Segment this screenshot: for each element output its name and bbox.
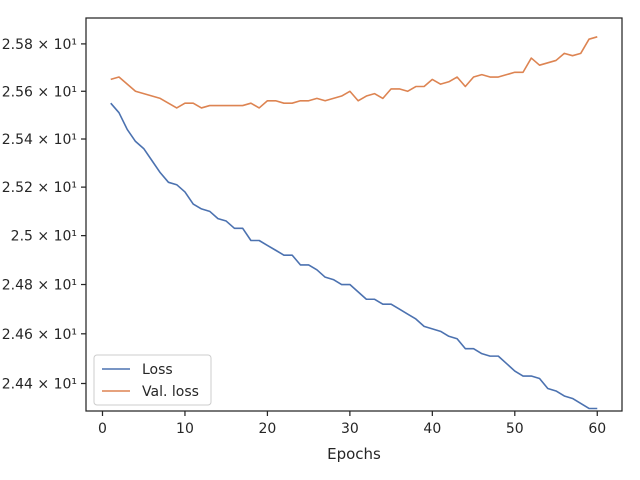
y-tick-label: 2.54 × 10¹ — [2, 132, 77, 148]
y-tick-label: 2.48 × 10¹ — [2, 278, 77, 294]
x-axis: 0 10 20 30 40 50 60 — [98, 411, 606, 437]
x-tick-label: 60 — [588, 421, 606, 437]
y-tick-label: 2.52 × 10¹ — [2, 180, 77, 196]
y-axis: 2.44 × 10¹ 2.46 × 10¹ 2.48 × 10¹ 2.5 × 10¹ 2… — [2, 37, 86, 392]
x-tick-label: 0 — [98, 421, 107, 437]
x-tick-label: 50 — [506, 421, 524, 437]
series-line-loss — [110, 102, 598, 410]
y-tick-label: 2.46 × 10¹ — [2, 327, 77, 343]
x-tick-label: 40 — [423, 421, 441, 437]
y-tick-label: 2.44 × 10¹ — [2, 376, 77, 392]
y-tick-label: 2.58 × 10¹ — [2, 37, 77, 53]
legend-label: Val. loss — [142, 384, 199, 400]
legend-label: Loss — [142, 362, 173, 378]
y-tick-label: 2.5 × 10¹ — [11, 229, 77, 245]
legend: Loss Val. loss — [93, 354, 212, 406]
y-tick-label: 2.56 × 10¹ — [2, 84, 77, 100]
legend-box — [93, 354, 212, 406]
x-tick-label: 30 — [341, 421, 359, 437]
x-axis-title: Epochs — [327, 445, 381, 463]
x-tick-label: 10 — [176, 421, 194, 437]
series-line-val-loss — [110, 36, 598, 109]
plot-series — [110, 36, 598, 410]
x-tick-label: 20 — [259, 421, 277, 437]
plot-frame — [85, 17, 623, 412]
